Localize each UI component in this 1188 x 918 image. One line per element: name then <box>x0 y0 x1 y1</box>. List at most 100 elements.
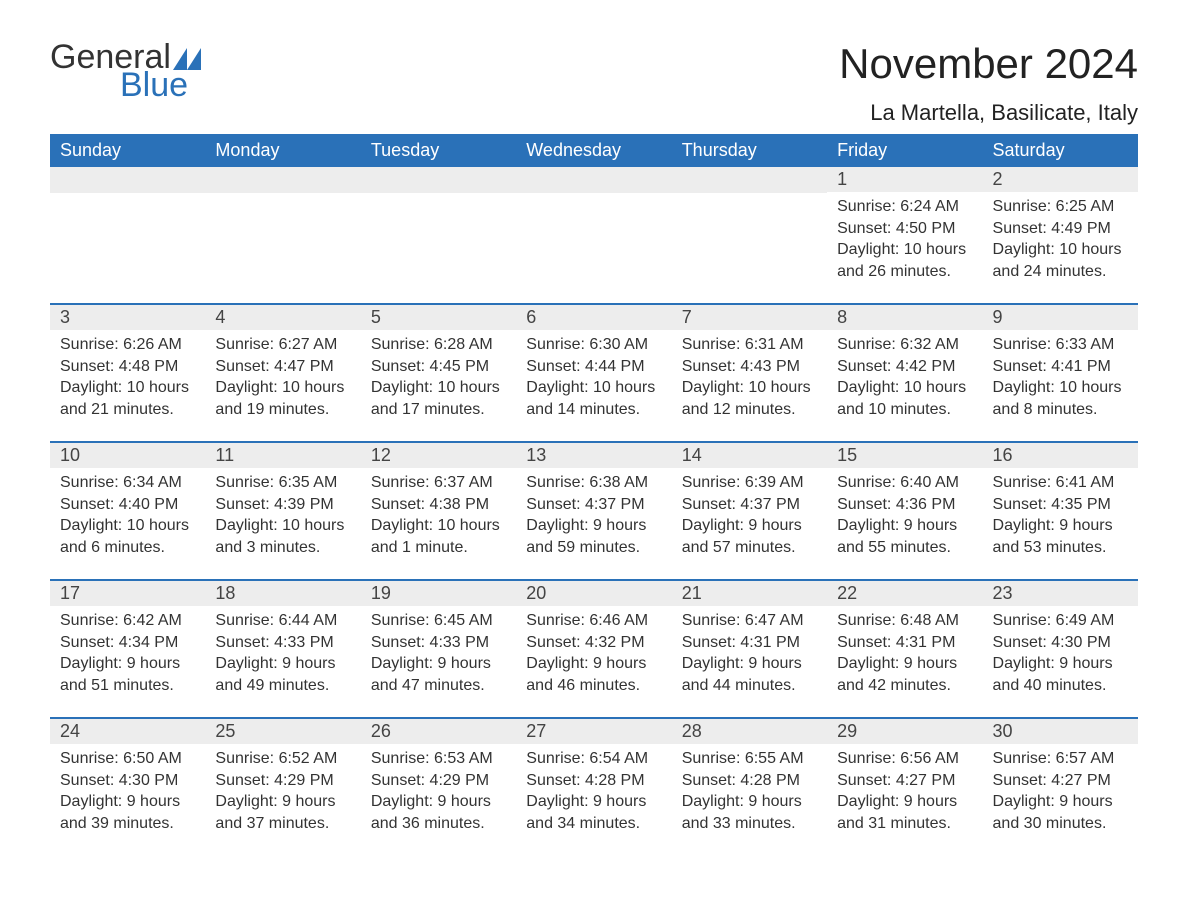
day-cell: 18Sunrise: 6:44 AMSunset: 4:33 PMDayligh… <box>205 581 360 699</box>
sunrise-text: Sunrise: 6:46 AM <box>526 610 661 632</box>
sunset-text: Sunset: 4:48 PM <box>60 356 195 378</box>
day-content: Sunrise: 6:53 AMSunset: 4:29 PMDaylight:… <box>361 744 516 834</box>
day-number: 26 <box>361 719 516 744</box>
sunrise-text: Sunrise: 6:56 AM <box>837 748 972 770</box>
week-row: 17Sunrise: 6:42 AMSunset: 4:34 PMDayligh… <box>50 579 1138 699</box>
sunset-text: Sunset: 4:27 PM <box>837 770 972 792</box>
brand-logo: General Blue <box>50 40 201 102</box>
daylight-text: Daylight: 10 hours and 3 minutes. <box>215 515 350 558</box>
day-cell: 3 Sunrise: 6:26 AMSunset: 4:48 PMDaylight… <box>50 305 205 423</box>
day-number: 3 <box>50 305 205 330</box>
day-content: Sunrise: 6:39 AMSunset: 4:37 PMDaylight:… <box>672 468 827 558</box>
sunset-text: Sunset: 4:43 PM <box>682 356 817 378</box>
day-number: 29 <box>827 719 982 744</box>
empty-day-bar <box>516 167 671 193</box>
daylight-text: Daylight: 10 hours and 21 minutes. <box>60 377 195 420</box>
day-cell: 12Sunrise: 6:37 AMSunset: 4:38 PMDayligh… <box>361 443 516 561</box>
sunrise-text: Sunrise: 6:32 AM <box>837 334 972 356</box>
month-title: November 2024 <box>839 40 1138 88</box>
sunrise-text: Sunrise: 6:38 AM <box>526 472 661 494</box>
day-content: Sunrise: 6:31 AMSunset: 4:43 PMDaylight:… <box>672 330 827 420</box>
day-cell: 6Sunrise: 6:30 AMSunset: 4:44 PMDaylight… <box>516 305 671 423</box>
sunrise-text: Sunrise: 6:31 AM <box>682 334 817 356</box>
sunrise-text: Sunrise: 6:26 AM <box>60 334 195 356</box>
day-cell: 23Sunrise: 6:49 AMSunset: 4:30 PMDayligh… <box>983 581 1138 699</box>
day-number: 1 <box>827 167 982 192</box>
daylight-text: Daylight: 9 hours and 31 minutes. <box>837 791 972 834</box>
sunrise-text: Sunrise: 6:45 AM <box>371 610 506 632</box>
day-content: Sunrise: 6:41 AMSunset: 4:35 PMDaylight:… <box>983 468 1138 558</box>
sunset-text: Sunset: 4:34 PM <box>60 632 195 654</box>
day-cell: 19Sunrise: 6:45 AMSunset: 4:33 PMDayligh… <box>361 581 516 699</box>
day-number: 9 <box>983 305 1138 330</box>
sunset-text: Sunset: 4:42 PM <box>837 356 972 378</box>
daylight-text: Daylight: 9 hours and 46 minutes. <box>526 653 661 696</box>
sunset-text: Sunset: 4:28 PM <box>526 770 661 792</box>
sunrise-text: Sunrise: 6:47 AM <box>682 610 817 632</box>
day-cell: 8Sunrise: 6:32 AMSunset: 4:42 PMDaylight… <box>827 305 982 423</box>
day-content: Sunrise: 6:38 AMSunset: 4:37 PMDaylight:… <box>516 468 671 558</box>
empty-day-bar <box>50 167 205 193</box>
title-block: November 2024 La Martella, Basilicate, I… <box>839 40 1138 126</box>
weekday-header: Monday <box>205 134 360 167</box>
day-number: 8 <box>827 305 982 330</box>
sunset-text: Sunset: 4:30 PM <box>60 770 195 792</box>
daylight-text: Daylight: 9 hours and 37 minutes. <box>215 791 350 834</box>
sunset-text: Sunset: 4:45 PM <box>371 356 506 378</box>
day-content: Sunrise: 6:42 AMSunset: 4:34 PMDaylight:… <box>50 606 205 696</box>
day-content: Sunrise: 6:33 AMSunset: 4:41 PMDaylight:… <box>983 330 1138 420</box>
day-content: Sunrise: 6:47 AMSunset: 4:31 PMDaylight:… <box>672 606 827 696</box>
day-cell <box>361 167 516 285</box>
day-cell <box>205 167 360 285</box>
day-cell: 29Sunrise: 6:56 AMSunset: 4:27 PMDayligh… <box>827 719 982 837</box>
week-row: 24Sunrise: 6:50 AMSunset: 4:30 PMDayligh… <box>50 717 1138 837</box>
day-content: Sunrise: 6:46 AMSunset: 4:32 PMDaylight:… <box>516 606 671 696</box>
daylight-text: Daylight: 9 hours and 39 minutes. <box>60 791 195 834</box>
day-cell: 10Sunrise: 6:34 AMSunset: 4:40 PMDayligh… <box>50 443 205 561</box>
week-row: 3Sunrise: 6:26 AMSunset: 4:48 PMDaylight… <box>50 303 1138 423</box>
sunrise-text: Sunrise: 6:42 AM <box>60 610 195 632</box>
day-number: 22 <box>827 581 982 606</box>
day-cell: 20Sunrise: 6:46 AMSunset: 4:32 PMDayligh… <box>516 581 671 699</box>
sunset-text: Sunset: 4:30 PM <box>993 632 1128 654</box>
day-number: 18 <box>205 581 360 606</box>
sunset-text: Sunset: 4:49 PM <box>993 218 1128 240</box>
weekday-header-row: SundayMondayTuesdayWednesdayThursdayFrid… <box>50 134 1138 167</box>
day-number: 12 <box>361 443 516 468</box>
sunset-text: Sunset: 4:32 PM <box>526 632 661 654</box>
sunrise-text: Sunrise: 6:25 AM <box>993 196 1128 218</box>
day-number: 16 <box>983 443 1138 468</box>
daylight-text: Daylight: 10 hours and 12 minutes. <box>682 377 817 420</box>
daylight-text: Daylight: 9 hours and 44 minutes. <box>682 653 817 696</box>
day-content: Sunrise: 6:34 AMSunset: 4:40 PMDaylight:… <box>50 468 205 558</box>
day-content: Sunrise: 6:56 AMSunset: 4:27 PMDaylight:… <box>827 744 982 834</box>
day-content: Sunrise: 6:57 AMSunset: 4:27 PMDaylight:… <box>983 744 1138 834</box>
daylight-text: Daylight: 9 hours and 57 minutes. <box>682 515 817 558</box>
sunrise-text: Sunrise: 6:44 AM <box>215 610 350 632</box>
sunrise-text: Sunrise: 6:35 AM <box>215 472 350 494</box>
day-content: Sunrise: 6:54 AMSunset: 4:28 PMDaylight:… <box>516 744 671 834</box>
day-cell: 13Sunrise: 6:38 AMSunset: 4:37 PMDayligh… <box>516 443 671 561</box>
day-content: Sunrise: 6:32 AMSunset: 4:42 PMDaylight:… <box>827 330 982 420</box>
daylight-text: Daylight: 9 hours and 55 minutes. <box>837 515 972 558</box>
sunrise-text: Sunrise: 6:34 AM <box>60 472 195 494</box>
day-cell <box>50 167 205 285</box>
day-cell: 9Sunrise: 6:33 AMSunset: 4:41 PMDaylight… <box>983 305 1138 423</box>
sunset-text: Sunset: 4:50 PM <box>837 218 972 240</box>
daylight-text: Daylight: 9 hours and 36 minutes. <box>371 791 506 834</box>
day-content: Sunrise: 6:49 AMSunset: 4:30 PMDaylight:… <box>983 606 1138 696</box>
day-cell: 5Sunrise: 6:28 AMSunset: 4:45 PMDaylight… <box>361 305 516 423</box>
day-number: 27 <box>516 719 671 744</box>
day-cell: 2Sunrise: 6:25 AMSunset: 4:49 PMDaylight… <box>983 167 1138 285</box>
day-number: 10 <box>50 443 205 468</box>
day-cell: 24Sunrise: 6:50 AMSunset: 4:30 PMDayligh… <box>50 719 205 837</box>
day-cell: 28Sunrise: 6:55 AMSunset: 4:28 PMDayligh… <box>672 719 827 837</box>
day-number: 23 <box>983 581 1138 606</box>
sunset-text: Sunset: 4:29 PM <box>371 770 506 792</box>
sunrise-text: Sunrise: 6:24 AM <box>837 196 972 218</box>
daylight-text: Daylight: 10 hours and 26 minutes. <box>837 239 972 282</box>
day-content: Sunrise: 6:25 AMSunset: 4:49 PMDaylight:… <box>983 192 1138 282</box>
sunrise-text: Sunrise: 6:55 AM <box>682 748 817 770</box>
sunset-text: Sunset: 4:28 PM <box>682 770 817 792</box>
day-number: 11 <box>205 443 360 468</box>
